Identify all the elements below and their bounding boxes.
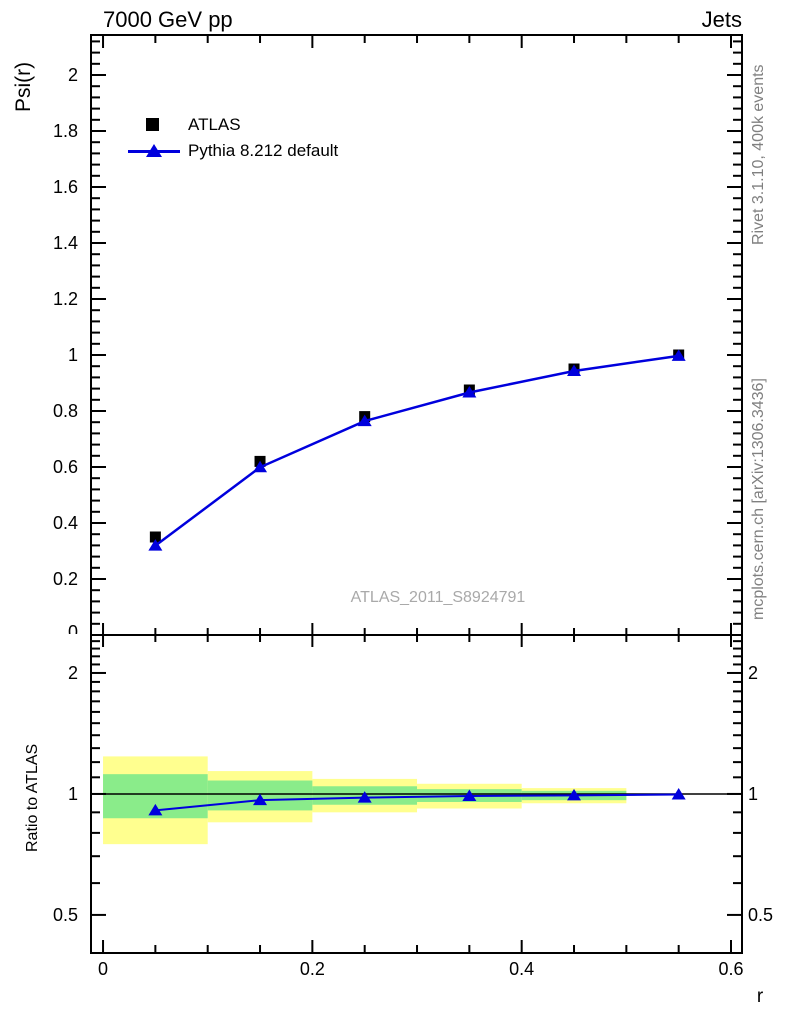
x-tick-label: 0 xyxy=(98,959,109,979)
ratio-mc-point-triangle xyxy=(462,789,477,802)
y-tick-label: 0.6 xyxy=(52,457,78,477)
y-tick-label: 1.8 xyxy=(52,121,78,141)
y-tick-label: 2 xyxy=(67,65,78,85)
mc-point-triangle xyxy=(357,414,372,427)
ratio-tick-label-left: 0.5 xyxy=(52,904,78,925)
ratio-mc-point-triangle xyxy=(671,787,686,800)
legend-marker-mc-triangle xyxy=(146,144,162,157)
x-tick-label: 0.4 xyxy=(509,959,535,979)
legend-label-data: ATLAS xyxy=(188,115,241,134)
x-axis-title: r xyxy=(756,986,764,1007)
ratio-tick-label-right: 1 xyxy=(748,783,759,804)
analysis-watermark: ATLAS_2011_S8924791 xyxy=(350,589,526,606)
y-tick-label: 1.2 xyxy=(52,289,78,309)
y-tick-label: 1.6 xyxy=(52,177,78,197)
legend-label-mc: Pythia 8.212 default xyxy=(188,141,339,160)
ratio-mc-point-triangle xyxy=(253,793,268,806)
data-point-square xyxy=(149,531,161,543)
mc-point-triangle xyxy=(462,386,477,398)
ratio-tick-label-left: 1 xyxy=(67,783,78,804)
mc-point-triangle xyxy=(567,364,582,376)
ratio-mc-point-triangle xyxy=(567,788,582,801)
y-tick-label-zero-clipped: 0 xyxy=(67,622,78,634)
legend-marker-data-square xyxy=(146,118,159,131)
y-tick-label: 0.8 xyxy=(52,401,78,421)
plot-title-process: Jets xyxy=(701,7,742,32)
mcplots-reference-text: mcplots.cern.ch [arXiv:1306.3436] xyxy=(750,378,767,620)
ratio-tick-label-right: 0.5 xyxy=(748,904,774,925)
mc-point-triangle xyxy=(148,539,163,551)
ratio-tick-label-left: 2 xyxy=(67,662,78,683)
y-tick-label: 1.4 xyxy=(52,233,78,253)
ratio-mc-point-triangle xyxy=(148,803,163,816)
ratio-mc-point-triangle xyxy=(357,791,372,803)
y-tick-label: 0.2 xyxy=(52,569,78,589)
ratio-tick-label-right: 2 xyxy=(748,662,759,683)
y-tick-label: 1 xyxy=(67,345,78,365)
x-tick-label: 0.6 xyxy=(718,959,744,979)
x-tick-label: 0.2 xyxy=(299,959,325,979)
mc-point-triangle xyxy=(671,349,686,361)
mc-point-triangle xyxy=(253,460,268,473)
mc-line xyxy=(154,354,679,547)
y-tick-label: 0.4 xyxy=(52,513,78,533)
plot-title-beam: 7000 GeV pp xyxy=(103,7,233,32)
ratio-mc-line xyxy=(155,793,679,812)
rivet-version-text: Rivet 3.1.10, 400k events xyxy=(750,64,767,245)
